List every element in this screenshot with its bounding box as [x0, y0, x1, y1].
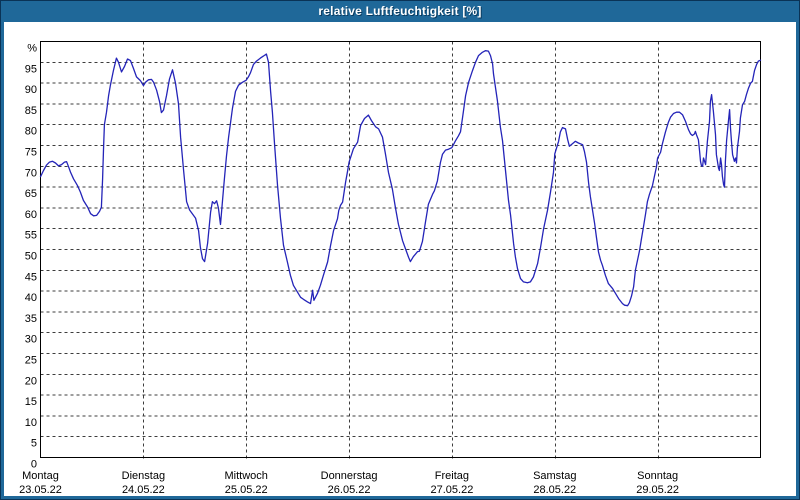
y-tick-label: 90 — [25, 84, 37, 96]
y-tick-label: 45 — [25, 271, 37, 283]
humidity-line — [39, 50, 762, 307]
x-date-label: 23.05.22 — [19, 484, 62, 496]
x-day-label: Donnerstag — [321, 470, 378, 482]
y-tick-label: 20 — [25, 375, 37, 387]
title-bar: relative Luftfeuchtigkeit [%] — [0, 0, 800, 22]
y-tick-label: 70 — [25, 167, 37, 179]
y-tick-label: 40 — [25, 292, 37, 304]
y-tick-label: 0 — [31, 459, 37, 471]
y-tick-label: 75 — [25, 147, 37, 159]
x-date-label: 27.05.22 — [431, 484, 474, 496]
y-tick-label: 5 — [31, 438, 37, 450]
y-tick-label: 10 — [25, 417, 37, 429]
x-date-label: 28.05.22 — [533, 484, 576, 496]
y-tick-label: 15 — [25, 396, 37, 408]
x-date-label: 29.05.22 — [636, 484, 679, 496]
x-day-label: Sonntag — [637, 470, 678, 482]
y-tick-label: 50 — [25, 251, 37, 263]
x-date-label: 24.05.22 — [122, 484, 165, 496]
y-tick-label: 95 — [25, 63, 37, 75]
y-tick-label: 85 — [25, 105, 37, 117]
y-tick-label: 80 — [25, 126, 37, 138]
x-day-label: Montag — [22, 470, 59, 482]
y-tick-label: 60 — [25, 209, 37, 221]
plot-frame — [40, 41, 761, 458]
x-day-label: Samstag — [533, 470, 576, 482]
y-tick-label: 25 — [25, 355, 37, 367]
x-day-label: Mittwoch — [225, 470, 268, 482]
y-tick-label: 30 — [25, 334, 37, 346]
x-date-label: 26.05.22 — [328, 484, 371, 496]
x-day-label: Freitag — [435, 470, 469, 482]
y-tick-label: 65 — [25, 188, 37, 200]
y-tick-label: 35 — [25, 313, 37, 325]
window-title: relative Luftfeuchtigkeit [%] — [318, 4, 482, 18]
x-date-label: 25.05.22 — [225, 484, 268, 496]
y-tick-label: 55 — [25, 230, 37, 242]
y-axis-unit-label: % — [27, 43, 37, 55]
x-day-label: Dienstag — [122, 470, 165, 482]
